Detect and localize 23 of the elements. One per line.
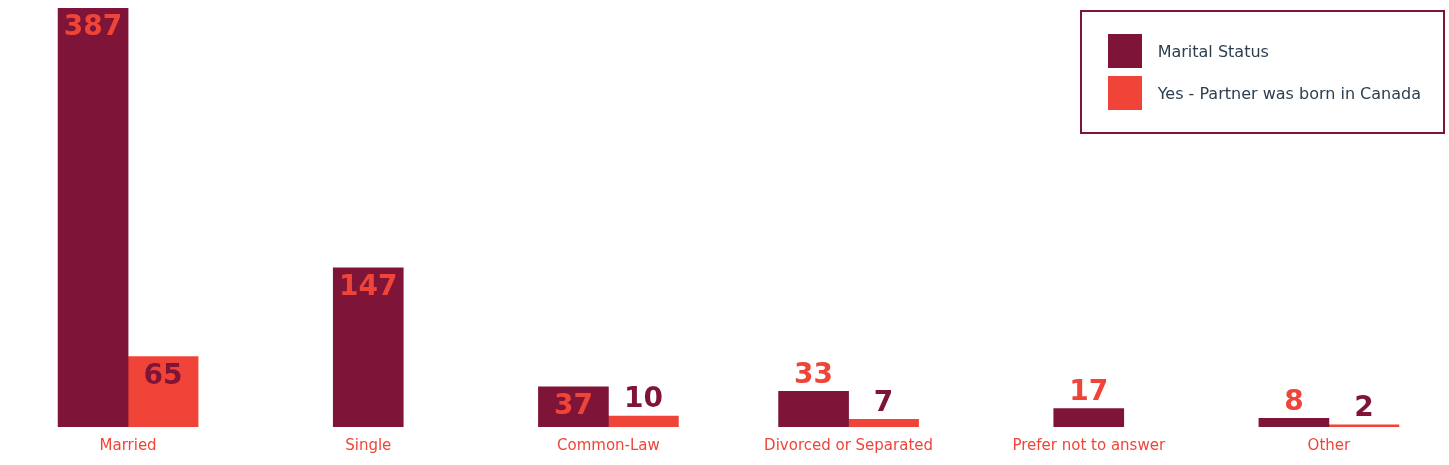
- x-tick-label: Common-Law: [557, 435, 660, 454]
- bar: [778, 390, 849, 427]
- data-label: 387: [63, 9, 123, 43]
- bar: [608, 415, 679, 427]
- data-label: 147: [339, 269, 398, 303]
- data-label: 65: [143, 357, 183, 391]
- data-label: 2: [1354, 390, 1374, 424]
- x-tick-label: Prefer not to answer: [1012, 435, 1166, 454]
- x-tick-label: Divorced or Separated: [764, 435, 934, 454]
- legend-label: Marital Status: [1157, 41, 1269, 61]
- data-label: 7: [873, 384, 894, 418]
- data-label: 37: [553, 388, 593, 422]
- x-tick-label: Married: [99, 435, 157, 454]
- bar: [1258, 418, 1330, 427]
- x-tick-label: Other: [1307, 435, 1352, 454]
- legend-label: Yes - Partner was born in Canada: [1157, 83, 1421, 103]
- bar: [57, 8, 129, 427]
- x-tick-label: Single: [345, 435, 392, 454]
- data-label: 33: [794, 356, 834, 390]
- data-label: 17: [1069, 373, 1109, 407]
- data-label: 10: [623, 381, 663, 415]
- data-label: 8: [1284, 383, 1304, 417]
- bar: [848, 419, 919, 427]
